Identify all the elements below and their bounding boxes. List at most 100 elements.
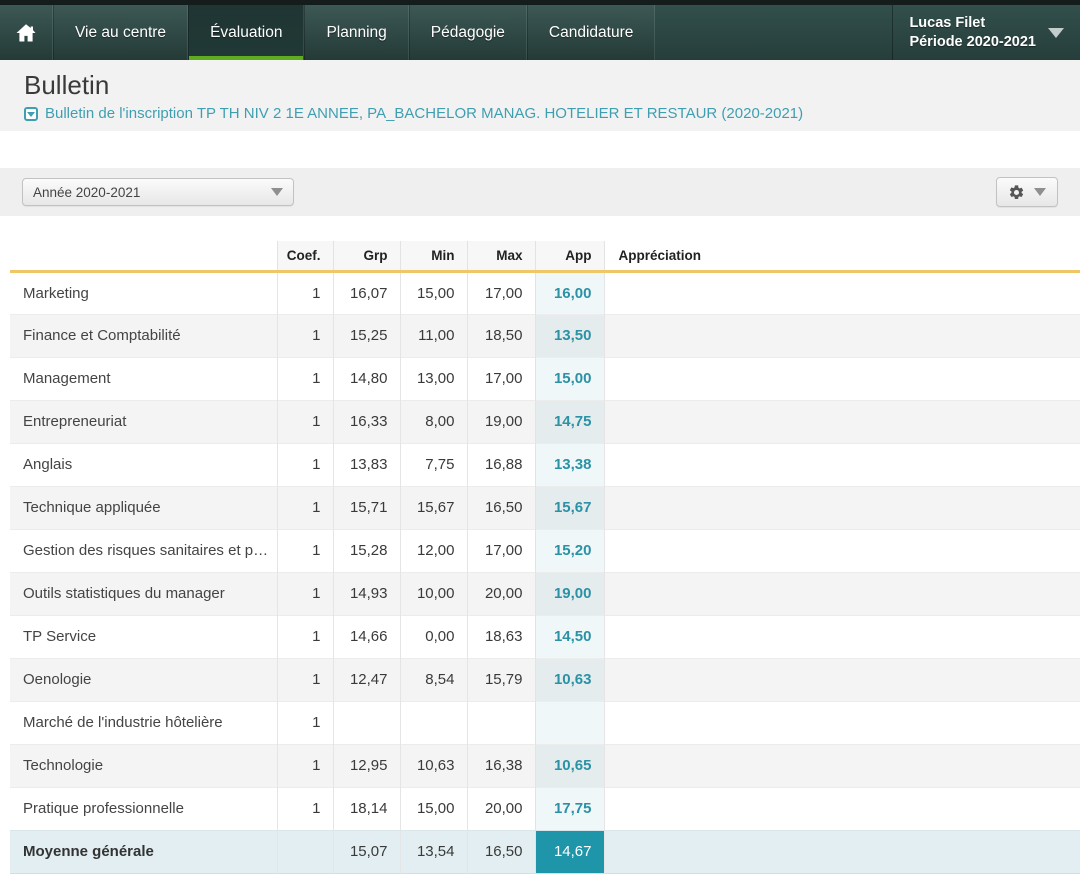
toolbar: Année 2020-2021	[0, 168, 1080, 216]
cell-coef: 1	[277, 400, 333, 443]
cell-appreciation	[604, 314, 1080, 357]
table-row[interactable]: Pratique professionnelle118,1415,0020,00…	[10, 787, 1080, 830]
cell-appreciation	[604, 787, 1080, 830]
cell-grp: 14,80	[333, 357, 400, 400]
cell-coef: 1	[277, 572, 333, 615]
cell-max: 16,50	[467, 486, 535, 529]
column-header-subject	[10, 241, 277, 271]
column-header-min: Min	[400, 241, 467, 271]
cell-subject: Gestion des risques sanitaires et p…	[10, 529, 277, 572]
year-select[interactable]: Année 2020-2021	[22, 178, 294, 206]
nav-tab-label: Pédagogie	[431, 24, 505, 42]
cell-appreciation	[604, 443, 1080, 486]
user-name: Lucas Filet	[909, 14, 1036, 33]
cell-app: 14,67	[535, 830, 604, 873]
cell-app: 10,65	[535, 744, 604, 787]
cell-max: 17,00	[467, 529, 535, 572]
column-header-grp: Grp	[333, 241, 400, 271]
cell-grp: 16,33	[333, 400, 400, 443]
user-period: Période 2020-2021	[909, 33, 1036, 52]
home-icon	[14, 21, 38, 45]
cell-subject: Entrepreneuriat	[10, 400, 277, 443]
cell-app: 15,00	[535, 357, 604, 400]
cell-subject: Finance et Comptabilité	[10, 314, 277, 357]
column-header-appreciation: Appréciation	[604, 241, 1080, 271]
cell-subject: Marketing	[10, 271, 277, 314]
nav-tab-label: Vie au centre	[75, 24, 166, 42]
cell-app: 15,67	[535, 486, 604, 529]
table-header-row: Coef. Grp Min Max App Appréciation	[10, 241, 1080, 271]
table-row[interactable]: TP Service114,660,0018,6314,50	[10, 615, 1080, 658]
cell-appreciation	[604, 744, 1080, 787]
table-row[interactable]: Gestion des risques sanitaires et p…115,…	[10, 529, 1080, 572]
table-row[interactable]: Oenologie112,478,5415,7910,63	[10, 658, 1080, 701]
cell-subject: Pratique professionnelle	[10, 787, 277, 830]
bulletin-dropdown-icon	[24, 107, 38, 121]
nav-tab-planning[interactable]: Planning	[304, 5, 408, 60]
table-row[interactable]: Technique appliquée115,7115,6716,5015,67	[10, 486, 1080, 529]
table-row[interactable]: Entrepreneuriat116,338,0019,0014,75	[10, 400, 1080, 443]
nav-tab-vie-au-centre[interactable]: Vie au centre	[53, 5, 188, 60]
table-row[interactable]: Marché de l'industrie hôtelière1	[10, 701, 1080, 744]
cell-coef: 1	[277, 314, 333, 357]
cell-app: 14,50	[535, 615, 604, 658]
cell-app: 16,00	[535, 271, 604, 314]
home-tab[interactable]	[0, 5, 53, 60]
grades-table: Coef. Grp Min Max App Appréciation Marke…	[10, 241, 1080, 874]
cell-max: 16,50	[467, 830, 535, 873]
grades-table-body: Marketing116,0715,0017,0016,00Finance et…	[10, 271, 1080, 830]
cell-max: 16,88	[467, 443, 535, 486]
chevron-down-icon	[271, 188, 283, 196]
cell-subject: Management	[10, 357, 277, 400]
average-row[interactable]: Moyenne générale 15,07 13,54 16,50 14,67	[10, 830, 1080, 873]
cell-max: 18,50	[467, 314, 535, 357]
cell-appreciation	[604, 400, 1080, 443]
cell-subject: TP Service	[10, 615, 277, 658]
cell-coef	[277, 830, 333, 873]
cell-subject: Technologie	[10, 744, 277, 787]
cell-coef: 1	[277, 443, 333, 486]
nav-tab-pedagogie[interactable]: Pédagogie	[409, 5, 527, 60]
year-select-value: Année 2020-2021	[33, 185, 140, 200]
cell-min: 7,75	[400, 443, 467, 486]
cell-max: 17,00	[467, 271, 535, 314]
settings-button[interactable]	[996, 177, 1058, 207]
cell-min: 11,00	[400, 314, 467, 357]
table-row[interactable]: Anglais113,837,7516,8813,38	[10, 443, 1080, 486]
table-row[interactable]: Marketing116,0715,0017,0016,00	[10, 271, 1080, 314]
cell-appreciation	[604, 701, 1080, 744]
cell-coef: 1	[277, 615, 333, 658]
cell-min: 15,00	[400, 271, 467, 314]
bulletin-link[interactable]: Bulletin de l'inscription TP TH NIV 2 1E…	[24, 105, 1056, 122]
cell-grp: 15,28	[333, 529, 400, 572]
cell-appreciation	[604, 271, 1080, 314]
cell-grp: 12,95	[333, 744, 400, 787]
cell-min: 15,00	[400, 787, 467, 830]
cell-subject: Marché de l'industrie hôtelière	[10, 701, 277, 744]
cell-grp	[333, 701, 400, 744]
user-period-menu[interactable]: Lucas Filet Période 2020-2021	[892, 5, 1074, 60]
cell-max: 20,00	[467, 787, 535, 830]
nav-tab-evaluation[interactable]: Évaluation	[188, 5, 304, 60]
cell-max: 18,63	[467, 615, 535, 658]
page-header: Bulletin Bulletin de l'inscription TP TH…	[0, 60, 1080, 131]
cell-coef: 1	[277, 658, 333, 701]
cell-max: 17,00	[467, 357, 535, 400]
nav-tab-candidature[interactable]: Candidature	[527, 5, 655, 60]
grades-table-container: Coef. Grp Min Max App Appréciation Marke…	[0, 216, 1080, 874]
table-row[interactable]: Outils statistiques du manager114,9310,0…	[10, 572, 1080, 615]
cell-grp: 12,47	[333, 658, 400, 701]
table-row[interactable]: Finance et Comptabilité115,2511,0018,501…	[10, 314, 1080, 357]
cell-app: 14,75	[535, 400, 604, 443]
cell-grp: 15,71	[333, 486, 400, 529]
cell-appreciation	[604, 357, 1080, 400]
cell-app: 13,38	[535, 443, 604, 486]
cell-max: 20,00	[467, 572, 535, 615]
cell-subject: Moyenne générale	[10, 830, 277, 873]
cell-appreciation	[604, 529, 1080, 572]
table-row[interactable]: Management114,8013,0017,0015,00	[10, 357, 1080, 400]
nav-tab-label: Planning	[326, 24, 386, 42]
cell-coef: 1	[277, 529, 333, 572]
bulletin-link-label: Bulletin de l'inscription TP TH NIV 2 1E…	[45, 105, 803, 122]
table-row[interactable]: Technologie112,9510,6316,3810,65	[10, 744, 1080, 787]
